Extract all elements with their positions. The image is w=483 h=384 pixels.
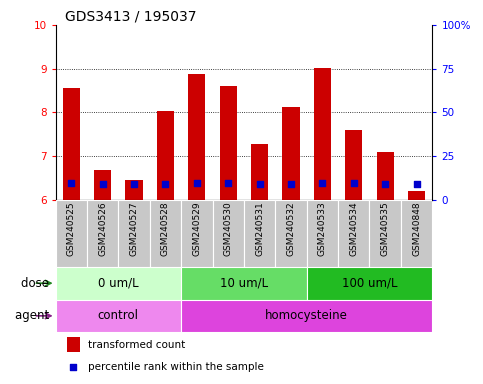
Bar	[181, 267, 307, 300]
Text: GSM240530: GSM240530	[224, 202, 233, 257]
Bar	[56, 200, 87, 267]
Text: 0 um/L: 0 um/L	[98, 277, 139, 290]
Text: GSM240529: GSM240529	[192, 202, 201, 257]
Bar	[377, 152, 394, 384]
Text: agent: agent	[15, 310, 53, 322]
Bar	[67, 338, 80, 352]
Point	[130, 180, 138, 187]
Text: GSM240528: GSM240528	[161, 202, 170, 257]
Point	[319, 180, 327, 187]
Bar	[157, 111, 174, 384]
Text: GSM240531: GSM240531	[255, 202, 264, 257]
Bar	[275, 200, 307, 267]
Bar	[307, 267, 432, 300]
Bar	[408, 191, 425, 384]
Bar	[251, 144, 268, 384]
Bar	[126, 180, 142, 384]
Bar	[188, 74, 205, 384]
Bar	[87, 200, 118, 267]
Point	[382, 180, 389, 187]
Text: GSM240526: GSM240526	[98, 202, 107, 257]
Bar	[94, 170, 111, 384]
Text: GSM240527: GSM240527	[129, 202, 139, 257]
Bar	[307, 200, 338, 267]
Text: 100 um/L: 100 um/L	[342, 277, 397, 290]
Text: GSM240534: GSM240534	[349, 202, 358, 257]
Bar	[220, 86, 237, 384]
Bar	[150, 200, 181, 267]
Point	[68, 180, 75, 187]
Point	[193, 180, 201, 187]
Text: homocysteine: homocysteine	[265, 310, 348, 322]
Point	[161, 180, 170, 187]
Text: dose: dose	[21, 277, 53, 290]
Bar	[56, 267, 181, 300]
Point	[287, 180, 295, 187]
Text: transformed count: transformed count	[87, 339, 185, 349]
Bar	[244, 200, 275, 267]
Bar	[63, 88, 80, 384]
Text: 10 um/L: 10 um/L	[220, 277, 268, 290]
Text: GSM240532: GSM240532	[286, 202, 296, 257]
Text: GSM240525: GSM240525	[67, 202, 76, 257]
Bar	[314, 68, 331, 384]
Point	[70, 364, 77, 370]
Bar	[369, 200, 401, 267]
Bar	[118, 200, 150, 267]
Bar	[181, 200, 213, 267]
Text: GDS3413 / 195037: GDS3413 / 195037	[65, 9, 197, 23]
Text: GSM240535: GSM240535	[381, 202, 390, 257]
Point	[224, 180, 232, 187]
Bar	[181, 300, 432, 332]
Text: GSM240848: GSM240848	[412, 202, 421, 257]
Point	[350, 180, 357, 187]
Bar	[283, 107, 299, 384]
Text: control: control	[98, 310, 139, 322]
Bar	[401, 200, 432, 267]
Text: percentile rank within the sample: percentile rank within the sample	[87, 362, 263, 372]
Bar	[213, 200, 244, 267]
Bar	[56, 300, 181, 332]
Point	[256, 180, 264, 187]
Text: GSM240533: GSM240533	[318, 202, 327, 257]
Bar	[345, 130, 362, 384]
Point	[99, 180, 107, 187]
Bar	[338, 200, 369, 267]
Point	[412, 180, 420, 187]
